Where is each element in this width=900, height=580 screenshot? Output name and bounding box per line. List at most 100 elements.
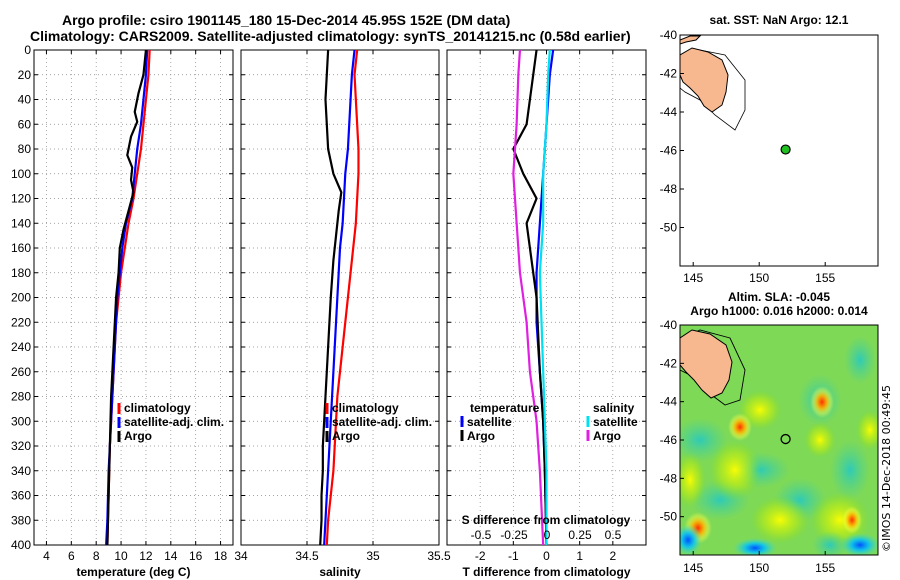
x-tick-label: 12: [139, 549, 153, 563]
x-tick-label: 8: [93, 549, 100, 563]
salinity-series-argo: [319, 49, 343, 546]
y-tick-label: 120: [11, 192, 31, 206]
y-tick-label: 300: [11, 414, 31, 428]
difference-panel: [446, 49, 647, 546]
x-tick-label: 6: [68, 549, 75, 563]
sla-y-tick-label: -48: [660, 471, 678, 485]
x2-tick-label: -0.5: [471, 528, 492, 542]
title-line2: Climatology: CARS2009. Satellite-adjuste…: [30, 28, 631, 44]
y-tick-label: 360: [11, 489, 31, 503]
legend-s-argo-label: Argo: [593, 429, 621, 443]
y-tick-label: 20: [18, 68, 32, 82]
difference-xlabel: T difference from climatology: [462, 565, 630, 579]
sla-y-tick-label: -44: [660, 395, 678, 409]
sla-field-blob: [728, 413, 752, 441]
sla-field-blob: [830, 440, 870, 500]
x-tick-label: 16: [189, 549, 203, 563]
x2-tick-label: 0.25: [568, 528, 592, 542]
sla-y-tick-label: -42: [660, 356, 678, 370]
sst-x-tick-label: 150: [749, 271, 769, 285]
sst-map-content: [680, 35, 746, 131]
temperature-xlabel: temperature (deg C): [76, 565, 190, 579]
temperature-legend-label: Argo: [124, 429, 152, 443]
y-tick-label: 240: [11, 340, 31, 354]
y-tick-label: 340: [11, 464, 31, 478]
y-tick-label: 100: [11, 167, 31, 181]
legend-s-sat-label: satellite: [593, 415, 638, 429]
sla-x-tick-label: 150: [749, 561, 769, 575]
x-tick-label: 10: [114, 549, 128, 563]
salinity-legend-label: Argo: [332, 429, 360, 443]
coast-contour: [680, 49, 746, 131]
y-tick-label: 80: [18, 142, 32, 156]
y-tick-label: 400: [11, 538, 31, 552]
sla-x-tick-label: 155: [815, 561, 835, 575]
legend-t-argo-label: Argo: [467, 429, 495, 443]
argo-position-marker: [780, 144, 791, 155]
x-tick-label: 35.5: [427, 549, 451, 563]
x-tick-label: 0: [543, 549, 550, 563]
salinity-series-climatology: [325, 49, 360, 546]
x-tick-label: 1: [576, 549, 583, 563]
sla-map-title1: Altim. SLA: -0.045: [728, 290, 830, 304]
salinity-legend-label: satellite-adj. clim.: [332, 415, 432, 429]
sla-map: [679, 324, 879, 556]
sst-map-title: sat. SST: NaN Argo: 12.1: [710, 13, 849, 27]
tasmania-land: [680, 47, 729, 113]
x2-tick-label: 0.5: [605, 528, 622, 542]
x-tick-label: 4: [43, 549, 50, 563]
sst-x-tick-label: 145: [683, 271, 703, 285]
y-tick-label: 0: [24, 43, 31, 57]
sla-field-blob: [812, 531, 848, 555]
legend-temperature-title: temperature: [470, 401, 540, 415]
sla-field-blob: [709, 440, 761, 500]
imos-credit: ©IMOS 14-Dec-2018 00:49:45: [880, 385, 893, 552]
temperature-series-argo: [106, 49, 148, 546]
x-tick-label: 14: [164, 549, 178, 563]
sla-field-blob: [750, 496, 810, 544]
sst-y-tick-label: -42: [660, 67, 678, 81]
sst-y-tick-label: -40: [660, 28, 678, 42]
sst-y-tick-label: -46: [660, 144, 678, 158]
sla-y-tick-label: -50: [660, 510, 678, 524]
sla-field-blob: [856, 410, 878, 450]
x2-tick-label: -0.25: [500, 528, 528, 542]
temperature-series-climatology: [106, 49, 151, 546]
y-tick-label: 320: [11, 439, 31, 453]
y-tick-label: 140: [11, 216, 31, 230]
sla-field-blob: [680, 452, 706, 508]
x2-tick-label: 0: [544, 528, 551, 542]
y-tick-label: 40: [18, 93, 32, 107]
y-tick-label: 180: [11, 266, 31, 280]
sla-field-blob: [810, 386, 834, 418]
y-tick-label: 280: [11, 390, 31, 404]
x-tick-label: -2: [475, 549, 486, 563]
sla-field-blob: [840, 533, 878, 555]
sst-map: [679, 34, 879, 267]
x-tick-label: 35: [366, 549, 380, 563]
temperature-legend-label: satellite-adj. clim.: [124, 415, 224, 429]
argo-position-marker: [780, 433, 791, 445]
sla-field-blob: [804, 422, 836, 458]
x-tick-label: 2: [609, 549, 616, 563]
sla-y-tick-label: -46: [660, 433, 678, 447]
sla-map-content: [680, 327, 878, 555]
temperature-frame: [33, 49, 234, 546]
x-tick-label: 34.5: [295, 549, 319, 563]
sst-x-tick-label: 155: [815, 271, 835, 285]
y-tick-label: 260: [11, 365, 31, 379]
sla-field-blob: [680, 524, 702, 555]
x-tick-label: -1: [508, 549, 519, 563]
sla-y-tick-label: -40: [660, 318, 678, 332]
x-tick-label: 34: [234, 549, 248, 563]
sst-y-tick-label: -48: [660, 182, 678, 196]
sla-field-blob: [844, 336, 876, 384]
sla-map-title2: Argo h1000: 0.016 h2000: 0.014: [690, 304, 868, 318]
sla-field-blob: [842, 506, 862, 534]
sst-y-tick-label: -50: [660, 221, 678, 235]
salinity-panel: [240, 49, 440, 546]
difference-series-s-argo: [512, 49, 545, 546]
difference-series-s-satellite: [538, 49, 551, 545]
sla-x-tick-label: 145: [683, 561, 703, 575]
